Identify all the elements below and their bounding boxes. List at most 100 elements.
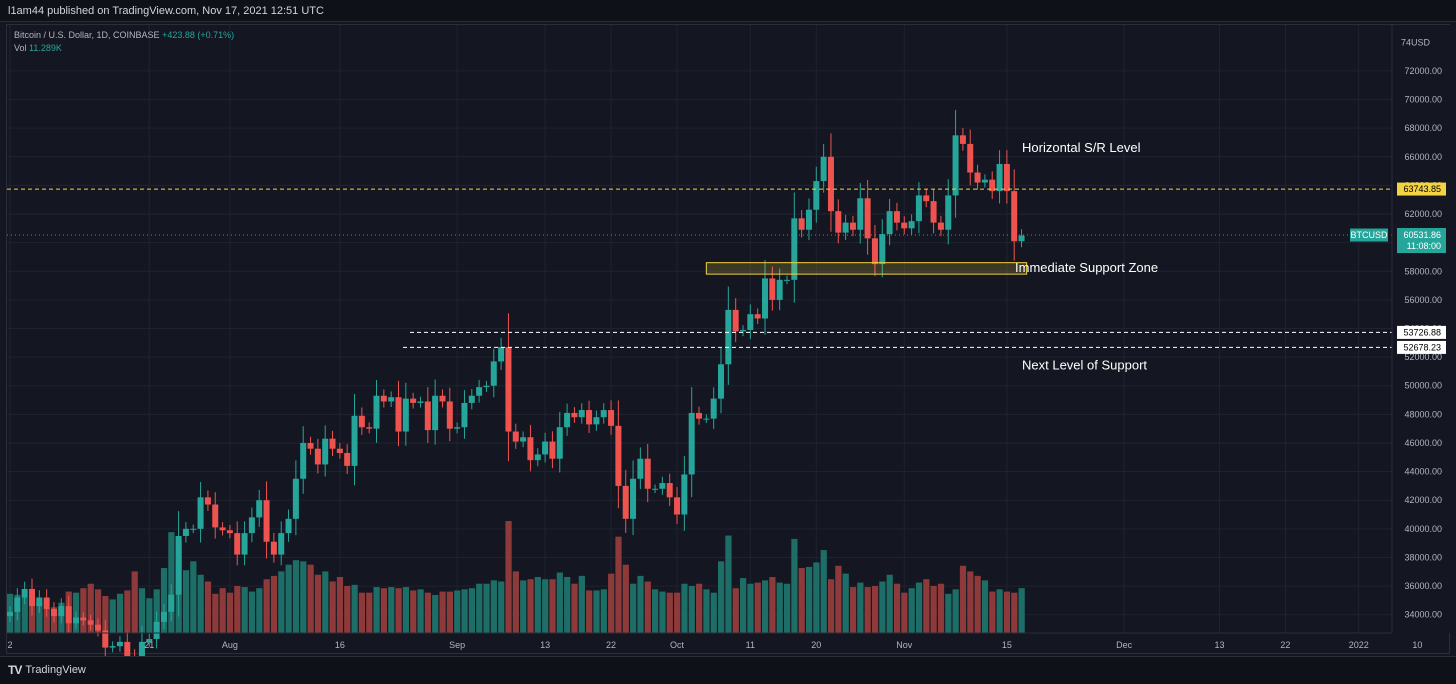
volume-bar: [835, 565, 842, 633]
volume-bar: [805, 566, 813, 633]
volume-bar: [725, 535, 732, 633]
candle-body: [732, 309, 739, 332]
volume-bar: [182, 570, 190, 633]
symbol-tag[interactable]: BTCUSD: [1350, 230, 1388, 240]
volume-bar: [688, 585, 695, 633]
candle-body: [204, 497, 211, 505]
price-tick-label: 42000.00: [1404, 495, 1442, 505]
volume-bar: [263, 579, 270, 633]
candle-body: [718, 364, 725, 399]
volume-bar: [776, 582, 783, 633]
candle-body: [564, 412, 571, 428]
volume-bar: [285, 564, 292, 633]
candle-body: [725, 309, 732, 365]
time-tick-label: 22: [1280, 640, 1290, 650]
candle-body: [80, 617, 87, 621]
candle-body: [1003, 163, 1010, 192]
volume-bar: [94, 589, 102, 633]
candle-body: [703, 418, 710, 420]
candle-body: [805, 209, 812, 230]
time-tick-label: 11: [746, 640, 755, 650]
volume-bar: [849, 587, 857, 633]
volume-bar: [879, 581, 886, 633]
volume-bar: [160, 568, 168, 633]
candle-body: [182, 528, 189, 536]
price-tick-label: 52000.00: [1404, 352, 1442, 362]
candle-body: [358, 415, 365, 428]
next-support-label[interactable]: Next Level of Support: [1022, 357, 1147, 372]
sr-level-label[interactable]: Horizontal S/R Level: [1022, 140, 1141, 155]
volume-bar: [248, 591, 256, 633]
volume-bar: [307, 564, 314, 633]
candle-body: [534, 454, 541, 461]
candle-body: [219, 527, 226, 531]
volume-bar: [901, 592, 908, 633]
volume-bar: [842, 573, 849, 633]
volume-bar: [344, 585, 351, 633]
volume-bar: [549, 579, 556, 633]
volume-bar: [520, 580, 527, 633]
volume-bar: [908, 588, 915, 633]
candle-body: [307, 442, 314, 449]
tradingview-logo[interactable]: TV TradingView: [8, 657, 86, 684]
candle-body: [256, 500, 263, 518]
candle-body: [1018, 235, 1025, 242]
volume-bar: [652, 589, 659, 633]
publish-info: l1am44 published on TradingView.com, Nov…: [8, 5, 324, 17]
price-chart[interactable]: Horizontal S/R Level Immediate Support Zo…: [0, 0, 1456, 656]
volume-bar: [718, 561, 725, 633]
candle-body: [65, 606, 72, 624]
support-zone-box: [705, 262, 1028, 275]
volume-bar: [937, 583, 945, 633]
volume-bar: [366, 592, 373, 633]
candle-body: [498, 347, 505, 362]
price-tick-label: 66000.00: [1404, 152, 1442, 162]
price-tick-label: 56000.00: [1404, 295, 1442, 305]
volume-bar: [329, 581, 336, 633]
legend-vol-label[interactable]: Vol: [14, 43, 27, 53]
volume-bar: [131, 571, 138, 633]
candle-body: [864, 198, 871, 239]
volume-bar: [637, 575, 644, 633]
volume-bar: [234, 585, 241, 633]
volume-bar: [395, 588, 402, 633]
candle-body: [263, 500, 270, 542]
price-tick-label: 72000.00: [1404, 66, 1442, 76]
countdown-label: 11:08:00: [1407, 241, 1441, 251]
candle-body: [402, 398, 409, 432]
candle-body: [813, 181, 820, 210]
volume-bar: [417, 589, 424, 633]
sr-price-label: 63743.85: [1403, 184, 1441, 194]
support-zone-label[interactable]: Immediate Support Zone: [1015, 260, 1158, 275]
volume-bar: [219, 588, 226, 633]
candle-body: [630, 478, 637, 519]
volume-bar: [138, 588, 146, 633]
price-tick-top: 74: [1401, 37, 1411, 47]
price-tick-label: 46000.00: [1404, 438, 1442, 448]
volume-bar: [754, 582, 761, 633]
volume-bar: [886, 574, 893, 633]
volume-bar: [666, 592, 673, 633]
volume-bar: [740, 578, 747, 633]
candle-body: [373, 395, 380, 429]
currency-unit-label[interactable]: USD: [1411, 37, 1431, 47]
candle-body: [981, 179, 988, 183]
volume-bar: [871, 585, 879, 633]
volume-bar: [710, 592, 717, 633]
publish-header: l1am44 published on TradingView.com, Nov…: [0, 0, 1456, 22]
time-tick-label: 21: [144, 640, 154, 650]
candle-body: [945, 195, 952, 230]
candle-body: [483, 385, 490, 388]
candle-body: [578, 410, 585, 418]
candle-body: [615, 425, 622, 486]
volume-bar: [226, 592, 234, 633]
candle-body: [300, 442, 307, 479]
volume-bar: [468, 588, 475, 633]
candle-body: [241, 533, 248, 555]
candle-body: [87, 620, 94, 625]
candle-body: [761, 278, 768, 319]
volume-bar: [322, 571, 329, 633]
legend-symbol[interactable]: Bitcoin / U.S. Dollar, 1D, COINBASE: [14, 30, 160, 40]
candle-body: [915, 195, 922, 222]
candle-body: [908, 221, 915, 229]
